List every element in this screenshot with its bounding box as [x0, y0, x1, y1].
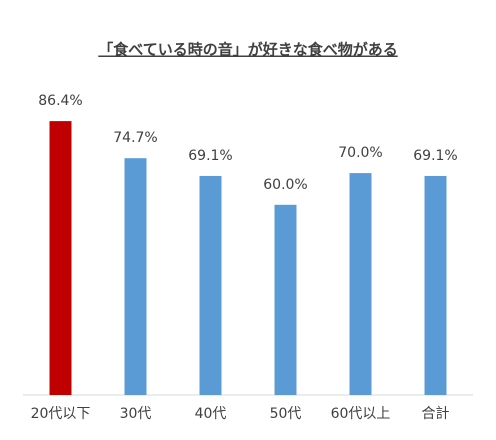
bar — [49, 121, 72, 395]
x-tick-label: 50代 — [270, 406, 302, 422]
x-tick-label: 30代 — [120, 406, 152, 422]
x-tick-label: 60代以上 — [331, 406, 391, 422]
bar — [274, 204, 297, 395]
bar — [424, 175, 447, 395]
value-label: 70.0% — [338, 145, 382, 161]
bar — [199, 175, 222, 395]
value-label: 69.1% — [188, 148, 232, 164]
chart-title: 「食べている時の音」が好きな食べ物がある — [98, 41, 397, 59]
value-label: 74.7% — [113, 130, 157, 146]
value-label: 86.4% — [38, 93, 82, 109]
x-tick-label: 40代 — [195, 406, 227, 422]
x-tick-label: 20代以下 — [31, 406, 91, 422]
value-label: 69.1% — [413, 148, 457, 164]
x-tick-label: 合計 — [422, 406, 450, 422]
bar — [349, 173, 372, 395]
value-label: 60.0% — [263, 177, 307, 193]
bar — [124, 158, 147, 395]
